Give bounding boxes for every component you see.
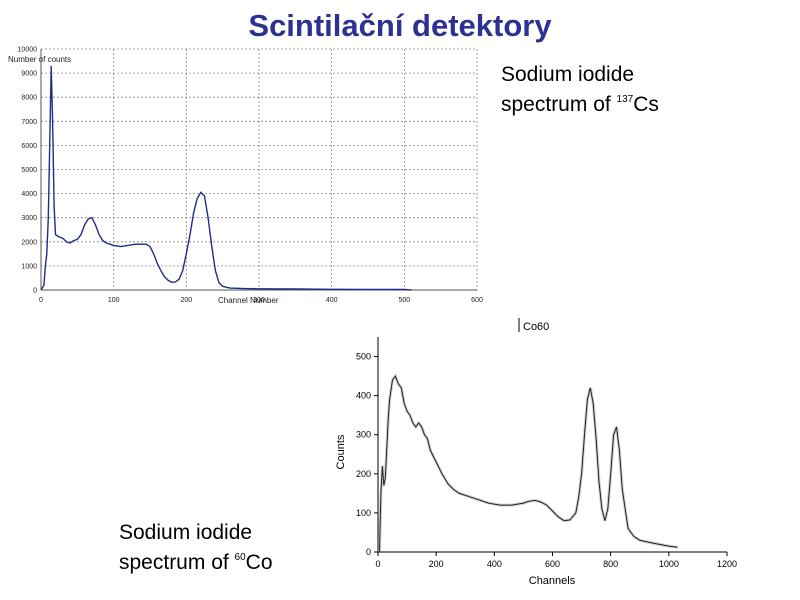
caption-line2: spectrum of [501,93,617,116]
y-tick-label: 7000 [21,119,37,126]
isotope-element: Co [245,551,273,574]
y-tick-label: 3000 [21,215,37,222]
isotope-mass-number: 137 [616,94,634,105]
y-tick-label: 400 [356,391,371,401]
spectrum-noise-band [378,373,678,553]
y-tick-label: 1000 [21,263,37,270]
spectrum-line-cs137 [40,65,412,291]
x-tick-label: 0 [39,297,43,304]
caption-line1: Sodium iodide [119,521,253,544]
y-tick-label: 9000 [21,71,37,78]
y-tick-label: 8000 [21,95,37,102]
caption-line1: Sodium iodide [501,63,635,86]
x-tick-label: 200 [180,297,192,304]
caption-line2: spectrum of [119,551,235,574]
y-tick-label: 0 [366,547,371,557]
y-tick-label: 0 [33,288,37,295]
y-tick-label: 100 [356,508,371,518]
y-axis-label: Number of counts [8,55,71,64]
y-tick-label: 500 [356,352,371,362]
y-tick-label: 10000 [18,47,38,54]
y-tick-label: 2000 [21,239,37,246]
y-tick-label: 4000 [21,191,37,198]
y-tick-label: 5000 [21,167,37,174]
isotope-element: Cs [633,93,659,116]
caption-cs137: Sodium iodide spectrum of 137Cs [501,62,659,117]
x-tick-label: 800 [603,559,618,569]
y-tick-label: 6000 [21,143,37,150]
x-tick-label: 1200 [717,559,737,569]
isotope-mass-number: 60 [234,552,246,563]
x-axis-label: Channel Number [218,296,279,305]
caption-co60: Sodium iodide spectrum of 60Co [119,520,273,575]
spectrum-line-co60 [379,375,678,553]
y-tick-label: 300 [356,430,371,440]
x-tick-label: 400 [326,297,338,304]
x-tick-label: 300 [253,297,265,304]
x-tick-label: 200 [429,559,444,569]
x-tick-label: 500 [398,297,410,304]
y-axis-label: Counts [335,434,347,469]
x-tick-label: 400 [487,559,502,569]
x-axis-label: Channels [529,575,576,587]
slide-title: Scintilační detektory [248,8,552,43]
x-tick-label: 0 [375,559,380,569]
x-tick-label: 600 [471,297,483,304]
x-tick-label: 600 [545,559,560,569]
x-tick-label: 1000 [659,559,679,569]
x-tick-label: 100 [108,297,120,304]
legend-label: Co60 [523,321,549,333]
y-tick-label: 200 [356,469,371,479]
